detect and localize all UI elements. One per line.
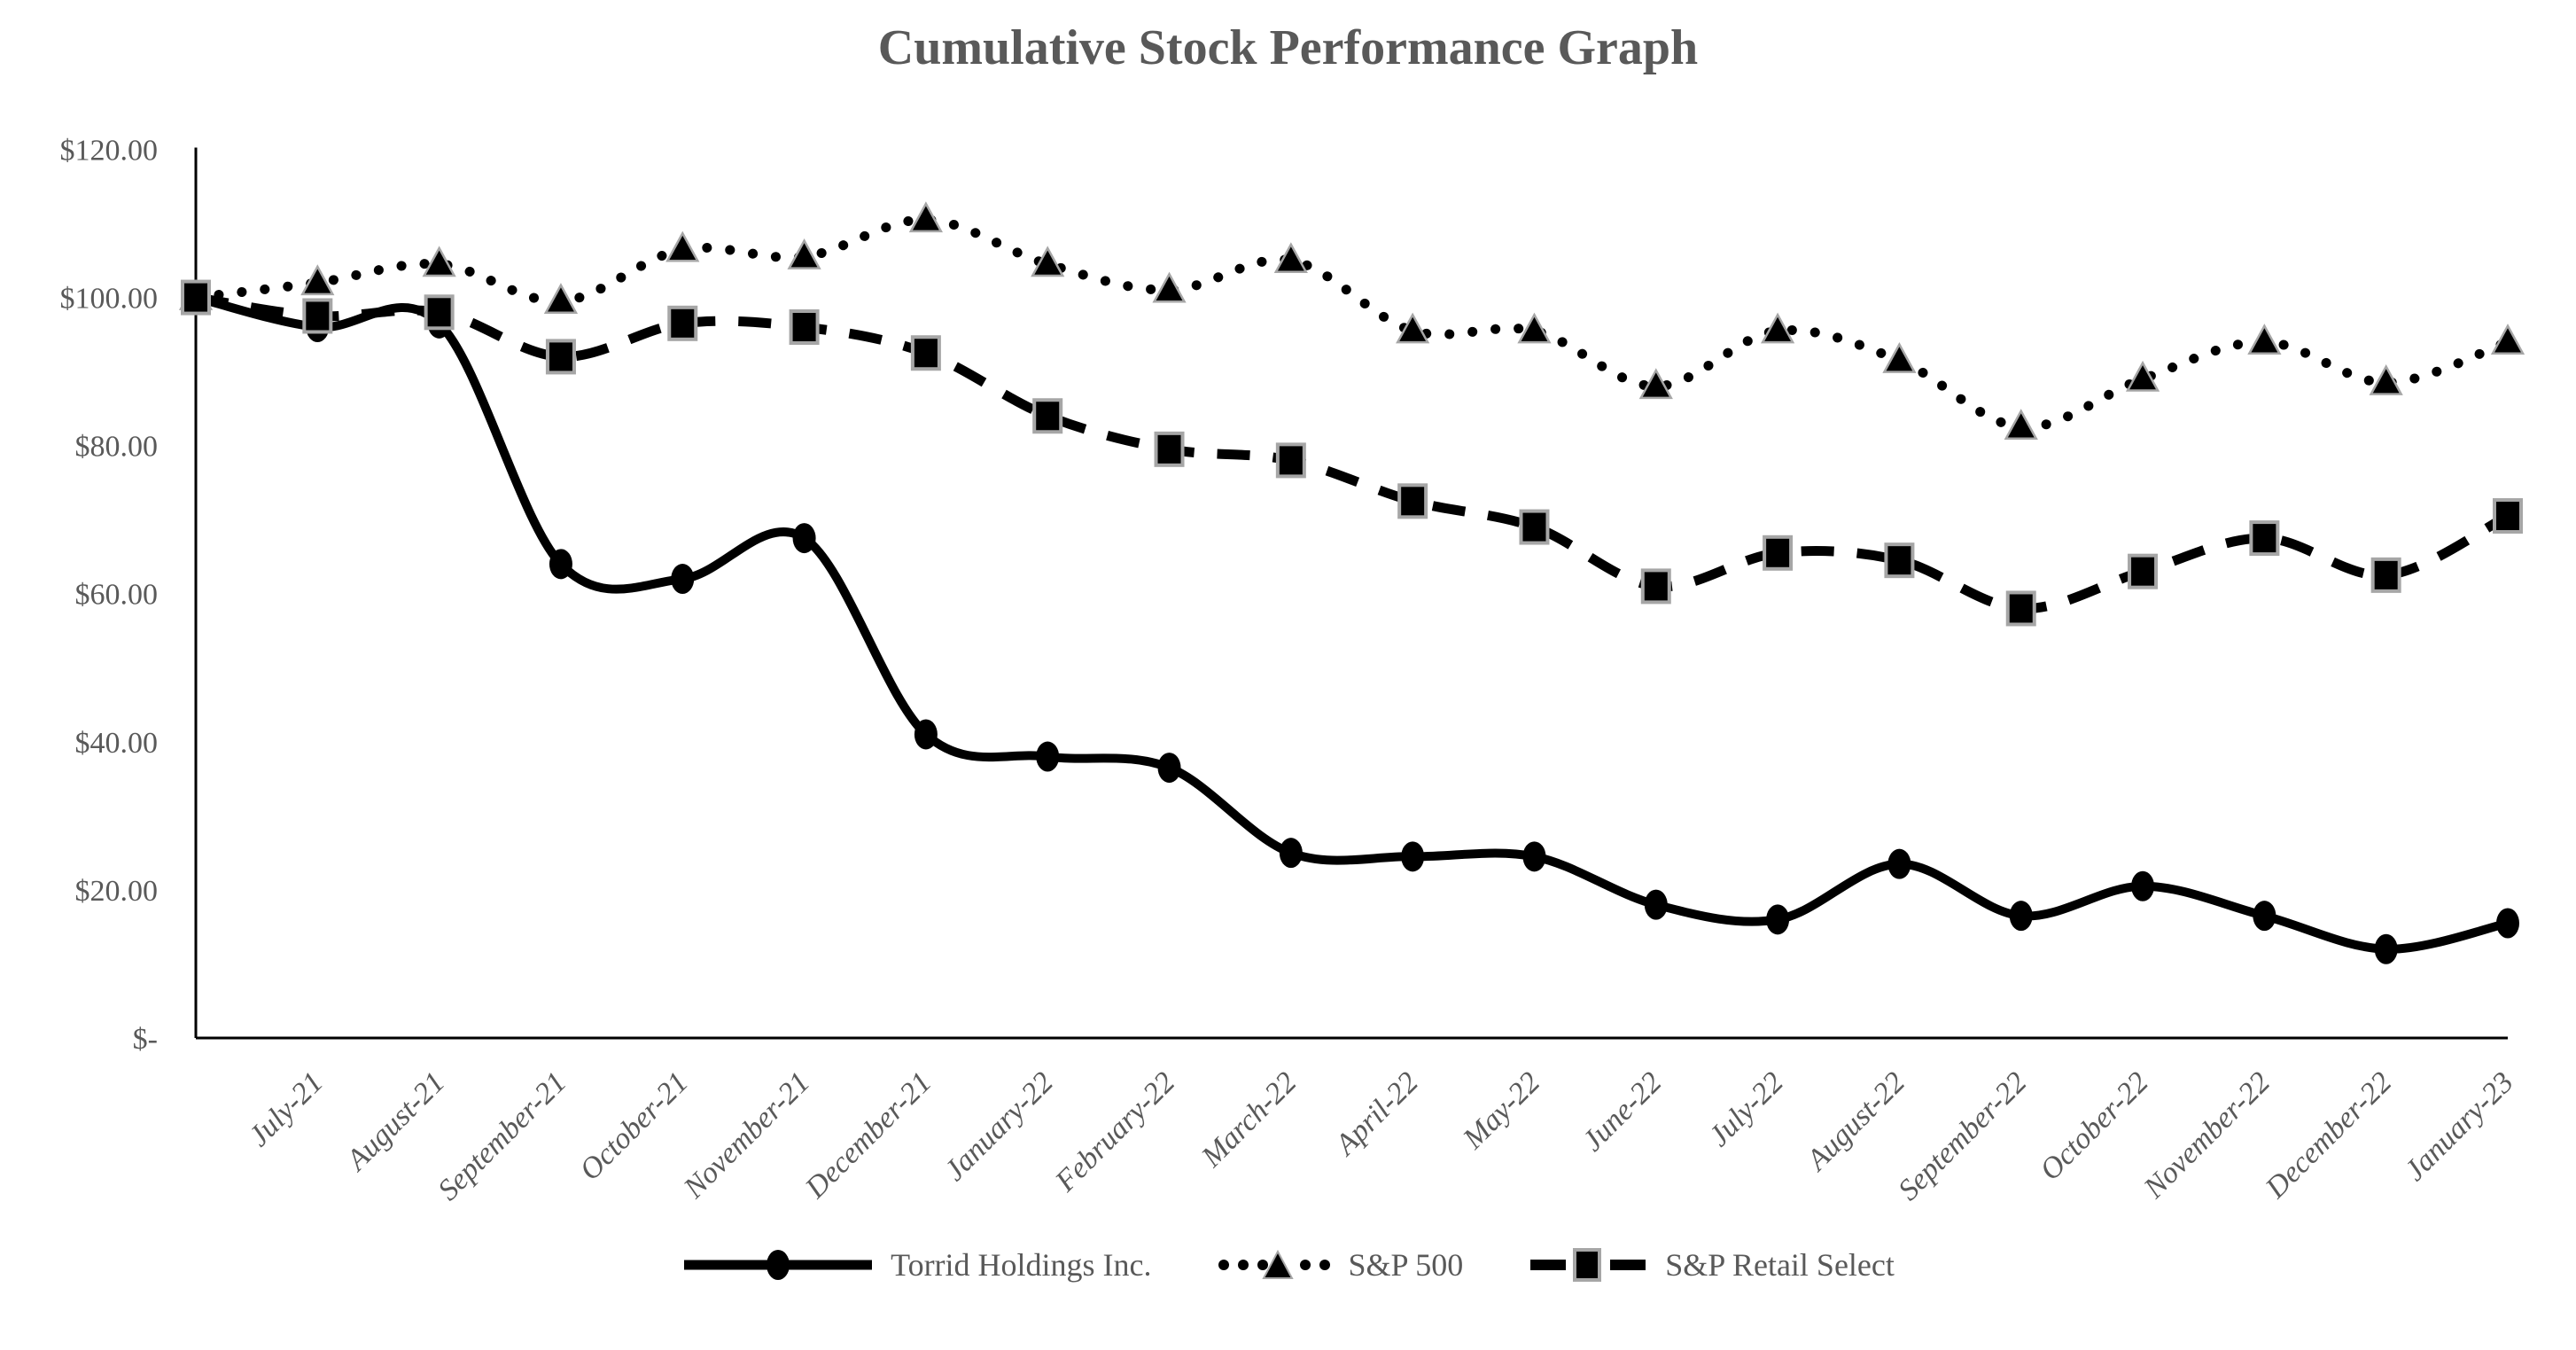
s-p-retail-select-data-point-marker: [1763, 535, 1794, 571]
torrid-holdings-inc-data-point-marker: [2131, 870, 2155, 901]
x-axis-tick-label: October-22: [2034, 1065, 2155, 1187]
x-axis-tick-label: November-21: [677, 1065, 816, 1205]
s-p-retail-select-data-point-marker: [1519, 509, 1550, 545]
s-p-500-data-point-marker: [2369, 364, 2403, 395]
chart-title: Cumulative Stock Performance Graph: [877, 20, 1699, 75]
x-axis-tick-label: November-22: [2137, 1065, 2276, 1205]
s-p-retail-select-data-point-marker: [1640, 568, 1671, 605]
s-p-retail-select-data-point-marker: [667, 305, 698, 341]
s-p-retail-select-data-point-marker: [2493, 498, 2523, 535]
torrid-holdings-inc-data-point-marker: [2009, 901, 2033, 932]
torrid-holdings-inc-data-point-marker: [1279, 838, 1303, 869]
sp500-dotted-line-triangle-legend-swatch-icon: [1218, 1249, 1330, 1279]
torrid-holdings-inc-line: [194, 293, 2510, 954]
y-axis-tick-label: $40.00: [75, 727, 159, 760]
x-axis-tick-label: June-22: [1576, 1065, 1669, 1158]
s-p-retail-select-data-point-marker: [1884, 542, 1915, 579]
x-axis-tick-label: July-21: [243, 1065, 330, 1152]
legend-item-torrid: Torrid Holdings Inc.: [681, 1245, 1152, 1284]
s-p-500-data-point-marker: [1273, 242, 1308, 274]
x-axis-tick-label: August-22: [1800, 1065, 1911, 1177]
legend-item-retail: S&P Retail Select: [1527, 1245, 1895, 1284]
x-axis-tick-label: September-21: [432, 1065, 572, 1206]
legend-item-sp500: S&P 500: [1216, 1245, 1464, 1284]
retail-dashed-line-square-legend-swatch-icon: [1530, 1248, 1646, 1282]
torrid-holdings-inc-data-point-marker: [2253, 901, 2276, 932]
s-p-retail-select-data-point-marker: [1275, 442, 1306, 479]
s-p-retail-select-data-point-marker: [2249, 520, 2280, 557]
s-p-500-data-point-marker: [1760, 312, 1795, 344]
s-p-500-line: [191, 215, 2513, 433]
torrid-holdings-inc-data-point-marker: [1522, 841, 1546, 872]
x-axis-tick-label: December-22: [2259, 1065, 2398, 1205]
torrid-solid-line-circle-legend-swatch-icon: [684, 1250, 873, 1280]
y-axis-tick-label: $120.00: [60, 134, 159, 167]
s-p-500-data-point-marker: [908, 201, 944, 233]
s-p-retail-select-data-point-marker: [545, 339, 576, 375]
x-axis-tick-label: August-21: [339, 1065, 451, 1177]
legend-label-retail: S&P Retail Select: [1665, 1247, 1895, 1283]
x-axis-tick-label: January-23: [2399, 1065, 2520, 1187]
s-p-retail-select-data-point-marker: [789, 308, 820, 345]
s-p-500-data-point-marker: [1638, 368, 1673, 400]
x-axis-tick-label: May-22: [1456, 1065, 1546, 1156]
s-p-retail-select-data-point-marker: [2128, 553, 2159, 589]
s-p-500-data-point-marker: [2490, 324, 2525, 355]
s-p-retail-select-data-point-marker: [1397, 483, 1428, 519]
s-p-500-data-point-marker: [543, 283, 579, 315]
torrid-holdings-inc-data-point-marker: [1157, 753, 1181, 784]
x-axis-tick-label: July-22: [1703, 1065, 1790, 1152]
s-p-retail-select-data-point-marker: [1154, 431, 1185, 467]
s-p-500-data-point-marker: [300, 264, 335, 296]
torrid-holdings-inc-data-point-marker: [671, 564, 695, 595]
s-p-retail-select-line: [195, 293, 2510, 613]
torrid-holdings-inc-data-point-marker: [914, 719, 938, 750]
y-axis-tick-label: $20.00: [75, 875, 159, 908]
x-axis-tick-label: February-22: [1048, 1065, 1181, 1198]
s-p-retail-select-data-point-marker: [302, 298, 333, 334]
x-axis-tick-label: September-22: [1892, 1065, 2033, 1206]
s-p-500-data-point-marker: [1396, 312, 1430, 344]
legend-label-sp500: S&P 500: [1348, 1247, 1464, 1283]
x-axis-tick-label: October-21: [573, 1065, 695, 1187]
torrid-holdings-inc-data-point-marker: [1766, 904, 1790, 935]
y-axis-tick-label: $60.00: [75, 579, 159, 612]
torrid-holdings-inc-data-point-marker: [1644, 889, 1668, 920]
x-axis-tick-label: December-21: [798, 1065, 938, 1205]
s-p-500-data-point-marker: [1152, 271, 1187, 303]
s-p-500-data-point-marker: [2004, 409, 2038, 441]
s-p-500-data-point-marker: [665, 230, 700, 262]
torrid-holdings-inc-data-point-marker: [2496, 908, 2519, 939]
x-axis-tick-label: January-22: [938, 1065, 1060, 1187]
torrid-holdings-inc-data-point-marker: [549, 549, 572, 580]
s-p-retail-select-data-point-marker: [424, 294, 455, 331]
x-axis-tick-label: April-22: [1328, 1065, 1425, 1162]
s-p-retail-select-data-point-marker: [910, 335, 941, 371]
torrid-holdings-inc-data-point-marker: [792, 523, 816, 554]
torrid-holdings-inc-data-point-marker: [1401, 841, 1425, 872]
torrid-holdings-inc-data-point-marker: [2374, 933, 2398, 964]
s-p-retail-select-data-point-marker: [1032, 398, 1063, 434]
torrid-holdings-inc-data-point-marker: [1036, 741, 1060, 772]
torrid-holdings-inc-data-point-marker: [1887, 848, 1911, 879]
chart-legend: Torrid Holdings Inc. S&P 500 S&P Retail …: [0, 1245, 2576, 1284]
s-p-500-data-point-marker: [2125, 360, 2160, 392]
s-p-retail-select-data-point-marker: [2005, 590, 2036, 627]
s-p-500-data-point-marker: [1882, 341, 1917, 373]
s-p-500-data-point-marker: [787, 238, 821, 269]
s-p-500-data-point-marker: [1517, 312, 1552, 344]
s-p-500-data-point-marker: [422, 246, 456, 277]
y-axis-tick-label: $-: [133, 1023, 158, 1056]
x-axis-tick-label: March-22: [1195, 1065, 1303, 1174]
s-p-retail-select-data-point-marker: [2370, 557, 2401, 593]
y-axis-tick-label: $80.00: [75, 431, 159, 464]
s-p-retail-select-data-point-marker: [181, 279, 211, 316]
s-p-500-data-point-marker: [1031, 246, 1065, 277]
legend-label-torrid: Torrid Holdings Inc.: [891, 1247, 1152, 1283]
s-p-500-data-point-marker: [2247, 324, 2282, 355]
y-axis-tick-label: $100.00: [60, 283, 159, 316]
